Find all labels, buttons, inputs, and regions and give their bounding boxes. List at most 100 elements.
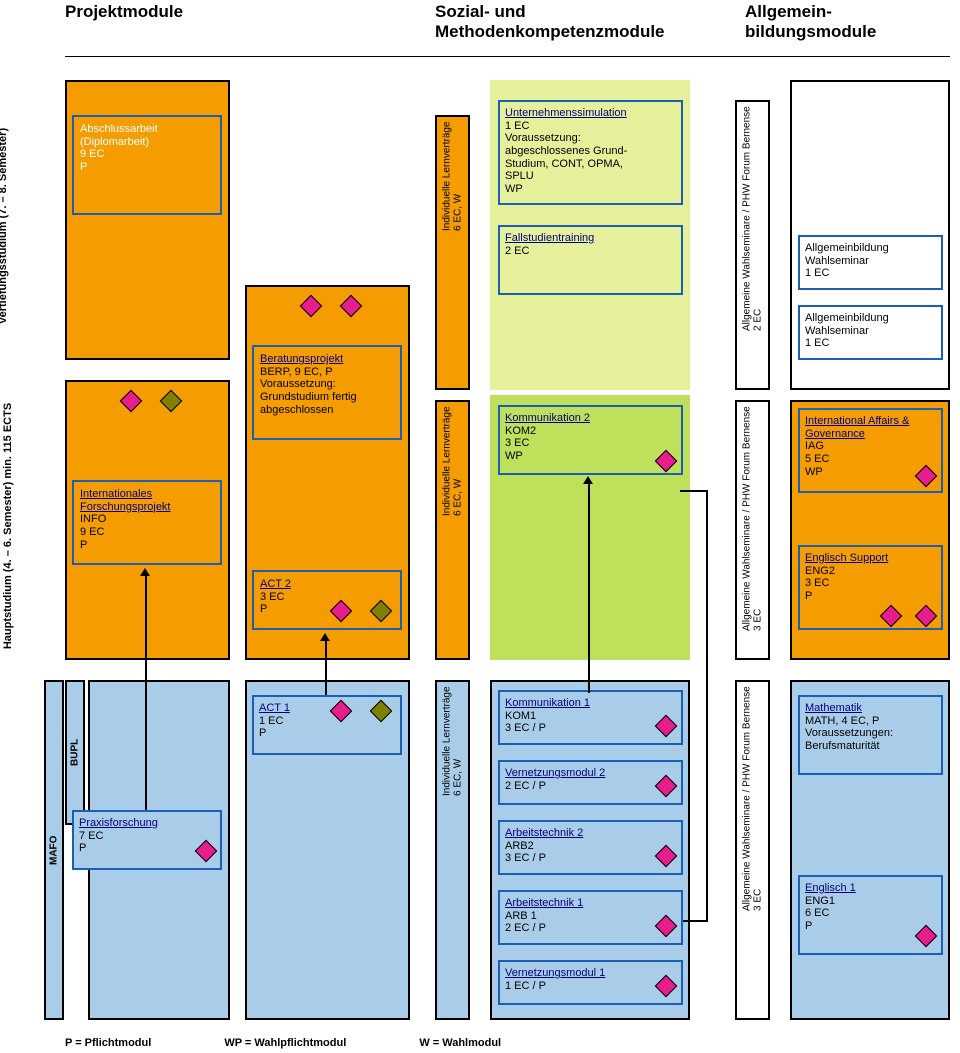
legend-wp: WP = Wahlpflichtmodul bbox=[224, 1037, 346, 1049]
diamond-icon bbox=[655, 975, 677, 997]
mod-untern: Unternehmenssimulation 1 EC Voraussetzun… bbox=[498, 100, 683, 205]
label-mafo: MAFO bbox=[44, 680, 64, 1020]
mod-fall: Fallstudientraining 2 EC bbox=[498, 225, 683, 295]
arrow-line bbox=[325, 640, 327, 695]
narrow-ws-top: Allgemeine Wahlseminare / PHW Forum Bern… bbox=[735, 100, 770, 390]
label: Allgemeine Wahlseminare / PHW Forum Bern… bbox=[737, 402, 768, 658]
title: International Affairs & Governance bbox=[805, 415, 936, 440]
diamond-icon bbox=[300, 295, 322, 317]
label: Allgemeine Wahlseminare / PHW Forum Bern… bbox=[737, 682, 768, 1018]
code: ENG1 bbox=[805, 895, 936, 908]
sub: 2 EC / P bbox=[505, 922, 676, 935]
arrowhead-icon bbox=[320, 633, 330, 641]
sub: 2 EC bbox=[505, 245, 676, 258]
diamond-icon bbox=[915, 465, 937, 487]
title: Englisch 1 bbox=[805, 882, 936, 895]
diamond-icon bbox=[160, 390, 182, 412]
sub: 1 EC Voraussetzung: abgeschlossenes Grun… bbox=[505, 120, 676, 196]
sub: 3 EC WP bbox=[505, 437, 676, 462]
arrowhead-icon bbox=[583, 476, 593, 484]
diamond-icon bbox=[330, 700, 352, 722]
arrow-line bbox=[145, 575, 147, 810]
curriculum-page: Projektmodule Sozial- und Methodenkompet… bbox=[0, 0, 960, 1053]
title: Allgemeinbildung Wahlseminar bbox=[805, 312, 936, 337]
narrow-lern-mid: Individuelle Lernverträge 6 EC, W bbox=[435, 400, 470, 660]
diamond-icon bbox=[195, 840, 217, 862]
sub: 3 EC / P bbox=[505, 852, 676, 865]
mod-abschluss: Abschlussarbeit (Diplomarbeit) 9 EC P bbox=[72, 115, 222, 215]
narrow-ws-mid: Allgemeine Wahlseminare / PHW Forum Bern… bbox=[735, 400, 770, 660]
label: Allgemeine Wahlseminare / PHW Forum Bern… bbox=[737, 102, 768, 388]
title: Beratungsprojekt bbox=[260, 353, 394, 366]
title: Allgemeinbildung Wahlseminar bbox=[805, 242, 936, 267]
title: Fallstudientraining bbox=[505, 232, 676, 245]
sub: 3 EC P bbox=[805, 577, 936, 602]
title: ACT 2 bbox=[260, 578, 394, 591]
arrowhead-icon bbox=[140, 568, 150, 576]
row-labels: Grundstudium (1. – 3. Semester ) min. 45… bbox=[0, 55, 30, 1023]
header-rule bbox=[65, 56, 950, 57]
sub: 1 EC / P bbox=[505, 980, 676, 993]
diamond-icon bbox=[655, 845, 677, 867]
diamond-icon bbox=[880, 605, 902, 627]
title: Vernetzungsmodul 1 bbox=[505, 967, 676, 980]
code: ARB 1 bbox=[505, 910, 676, 923]
label-bupl: BUPL bbox=[65, 680, 85, 825]
label: Individuelle Lernverträge 6 EC, W bbox=[437, 402, 468, 658]
title: Internationales Forschungsprojekt bbox=[80, 488, 214, 513]
mod-math: Mathematik MATH, 4 EC, P Voraussetzungen… bbox=[798, 695, 943, 775]
mod-info: Internationales Forschungsprojekt INFO 9… bbox=[72, 480, 222, 565]
arrow-line bbox=[680, 490, 706, 492]
title: Englisch Support bbox=[805, 552, 936, 565]
diamond-icon bbox=[655, 775, 677, 797]
diamond-icon bbox=[120, 390, 142, 412]
header-col-2: Sozial- und Methodenkompetenzmodule bbox=[435, 0, 745, 55]
diamond-icon bbox=[340, 295, 362, 317]
title: Vernetzungsmodul 2 bbox=[505, 767, 676, 780]
header-col-3: Allgemein- bildungsmodule bbox=[745, 0, 950, 55]
sub: 9 EC P bbox=[80, 526, 214, 551]
diamond-icon bbox=[330, 600, 352, 622]
arrow-line bbox=[683, 920, 708, 922]
sub: 2 EC / P bbox=[505, 780, 676, 793]
legend-w: W = Wahlmodul bbox=[419, 1037, 501, 1049]
title: Praxisforschung bbox=[79, 817, 215, 830]
label-vert: Vertiefungsstudium (7. – 8. Semester) bbox=[0, 128, 9, 324]
label: Individuelle Lernverträge 6 EC, W bbox=[437, 682, 468, 1018]
title: Kommunikation 1 bbox=[505, 697, 676, 710]
code: IAG bbox=[805, 440, 936, 453]
diamond-icon bbox=[915, 925, 937, 947]
diamond-icon bbox=[915, 605, 937, 627]
sub: 3 EC / P bbox=[505, 722, 676, 735]
sub: MATH, 4 EC, P Voraussetzungen: Berufsmat… bbox=[805, 715, 936, 753]
title: Arbeitstechnik 1 bbox=[505, 897, 676, 910]
label-haupt: Hauptstudium (4. – 6. Semester) min. 115… bbox=[2, 403, 14, 649]
legend-p: P = Pflichtmodul bbox=[65, 1037, 151, 1049]
title: Kommunikation 2 bbox=[505, 412, 676, 425]
sub: BERP, 9 EC, P Voraussetzung: Grundstudiu… bbox=[260, 366, 394, 417]
code: INFO bbox=[80, 513, 214, 526]
label: Individuelle Lernverträge 6 EC, W bbox=[437, 117, 468, 388]
code: KOM1 bbox=[505, 710, 676, 723]
legend: P = Pflichtmodul WP = Wahlpflichtmodul W… bbox=[65, 1037, 571, 1049]
arrow-line bbox=[706, 490, 708, 922]
title: Unternehmenssimulation bbox=[505, 107, 676, 120]
diamond-icon bbox=[370, 700, 392, 722]
sub: 1 EC bbox=[805, 267, 936, 280]
sub: 1 EC bbox=[805, 337, 936, 350]
code: ENG2 bbox=[805, 565, 936, 578]
mod-allg2: Allgemeinbildung Wahlseminar 1 EC bbox=[798, 305, 943, 360]
title: Arbeitstechnik 2 bbox=[505, 827, 676, 840]
diamond-icon bbox=[655, 915, 677, 937]
title: Mathematik bbox=[805, 702, 936, 715]
mod-allg1: Allgemeinbildung Wahlseminar 1 EC bbox=[798, 235, 943, 290]
code: ARB2 bbox=[505, 840, 676, 853]
header-row: Projektmodule Sozial- und Methodenkompet… bbox=[65, 0, 950, 55]
header-col-1: Projektmodule bbox=[65, 0, 435, 55]
diamond-icon bbox=[655, 450, 677, 472]
diamond-icon bbox=[655, 715, 677, 737]
diamond-icon bbox=[370, 600, 392, 622]
code: KOM2 bbox=[505, 425, 676, 438]
narrow-ws-bot: Allgemeine Wahlseminare / PHW Forum Bern… bbox=[735, 680, 770, 1020]
title: Abschlussarbeit (Diplomarbeit) bbox=[80, 123, 214, 148]
